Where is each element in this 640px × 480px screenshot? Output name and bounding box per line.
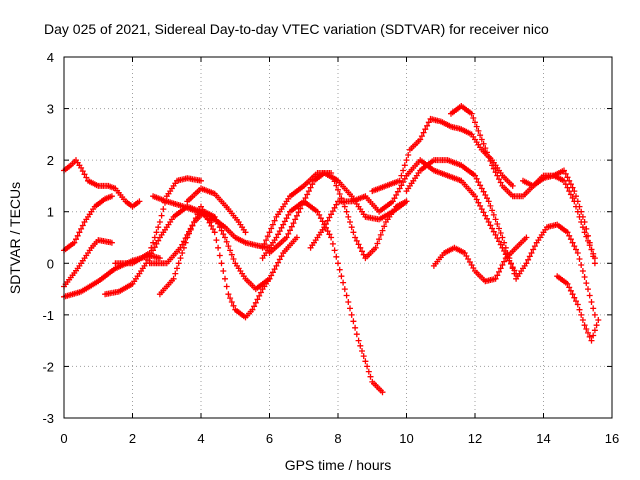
series-sat-i xyxy=(150,193,273,251)
y-tick-label: 2 xyxy=(47,153,54,168)
series-markers xyxy=(150,193,273,251)
y-tick-label: 0 xyxy=(47,256,54,271)
series-markers xyxy=(112,175,204,267)
x-tick-label: 14 xyxy=(536,431,550,446)
series-markers xyxy=(430,234,530,285)
y-axis-label: SDTVAR / TECUs xyxy=(7,182,23,294)
series-sat-f xyxy=(112,175,204,267)
y-tick-label: 1 xyxy=(47,205,54,220)
x-tick-label: 16 xyxy=(605,431,619,446)
series-sat-s xyxy=(520,167,598,267)
series-sat-h xyxy=(156,203,273,321)
data-marks xyxy=(61,103,602,396)
x-tick-label: 6 xyxy=(266,431,273,446)
series-markers xyxy=(156,203,273,321)
y-tick-label: -2 xyxy=(42,359,54,374)
y-tick-labels: -3 -2 -1 0 1 2 3 4 xyxy=(42,50,54,426)
series-sat-p xyxy=(403,157,598,318)
x-tick-label: 8 xyxy=(334,431,341,446)
x-tick-label: 2 xyxy=(129,431,136,446)
x-tick-labels: 0 2 4 6 8 10 12 14 16 xyxy=(60,431,619,446)
series-sat-n xyxy=(307,157,520,277)
series-markers xyxy=(520,167,598,267)
x-axis-label: GPS time / hours xyxy=(285,457,392,473)
y-tick-label: -1 xyxy=(42,308,54,323)
chart-title: Day 025 of 2021, Sidereal Day-to-day VTE… xyxy=(44,21,549,37)
x-tick-label: 12 xyxy=(468,431,482,446)
series-markers xyxy=(266,170,410,256)
x-tick-label: 10 xyxy=(399,431,413,446)
series-markers xyxy=(369,115,516,195)
series-sat-m xyxy=(266,170,410,256)
x-tick-label: 0 xyxy=(60,431,67,446)
series-markers xyxy=(403,157,598,318)
series-sat-o xyxy=(369,115,516,195)
series-markers xyxy=(184,185,249,236)
grid xyxy=(64,57,612,418)
y-tick-label: 3 xyxy=(47,102,54,117)
series-markers xyxy=(307,157,520,277)
x-tick-label: 4 xyxy=(197,431,204,446)
y-tick-label: 4 xyxy=(47,50,54,65)
series-markers xyxy=(554,273,602,344)
series-sat-r xyxy=(430,234,530,285)
y-tick-label: -3 xyxy=(42,411,54,426)
series-sat-t xyxy=(554,273,602,344)
axis-ticks xyxy=(63,56,613,419)
series-sat-j xyxy=(184,185,249,236)
